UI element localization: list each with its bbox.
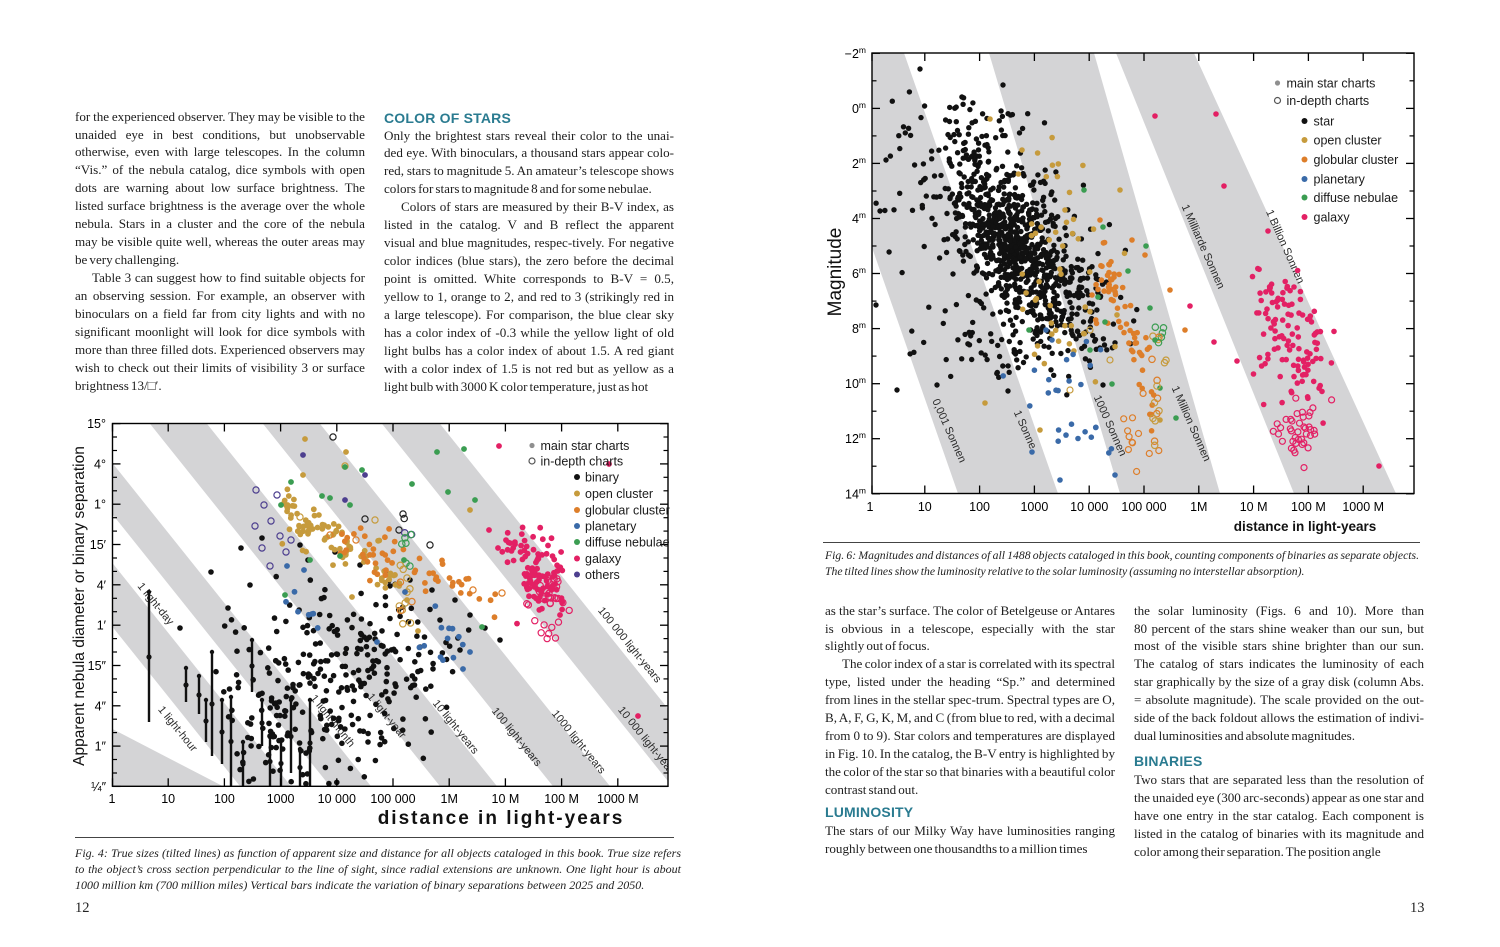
svg-text:15′: 15′ <box>90 538 107 552</box>
svg-text:galaxy: galaxy <box>585 552 622 566</box>
svg-text:main star charts: main star charts <box>1287 76 1376 90</box>
svg-text:1°: 1° <box>94 498 106 512</box>
svg-text:100: 100 <box>214 792 235 806</box>
svg-text:10: 10 <box>161 792 175 806</box>
svg-text:−2m: −2m <box>845 45 866 61</box>
svg-text:100 M: 100 M <box>1291 500 1326 514</box>
svg-text:open cluster: open cluster <box>585 487 653 501</box>
svg-text:1: 1 <box>867 500 874 514</box>
svg-text:100 M: 100 M <box>544 792 579 806</box>
svg-text:100 000: 100 000 <box>1121 500 1166 514</box>
svg-text:1′: 1′ <box>97 619 107 633</box>
svg-text:100: 100 <box>969 500 990 514</box>
svg-text:4′: 4′ <box>97 578 107 592</box>
svg-text:globular cluster: globular cluster <box>585 503 670 517</box>
svg-text:open cluster: open cluster <box>1314 133 1382 147</box>
svg-text:10 000: 10 000 <box>318 792 356 806</box>
svg-text:planetary: planetary <box>1314 172 1366 186</box>
svg-text:10m: 10m <box>845 375 866 391</box>
svg-text:diffuse nebulae: diffuse nebulae <box>1314 191 1399 205</box>
svg-text:1000: 1000 <box>1020 500 1048 514</box>
svg-text:0m: 0m <box>852 100 866 116</box>
svg-text:14m: 14m <box>845 485 866 501</box>
svg-text:galaxy: galaxy <box>1314 210 1351 224</box>
svg-text:4m: 4m <box>852 210 866 226</box>
svg-text:10 000: 10 000 <box>1070 500 1108 514</box>
svg-text:100 000: 100 000 <box>370 792 415 806</box>
svg-text:others: others <box>585 568 620 582</box>
svg-text:1M: 1M <box>441 792 458 806</box>
svg-text:12m: 12m <box>845 430 866 446</box>
svg-text:1000: 1000 <box>267 792 295 806</box>
svg-text:1: 1 <box>109 792 116 806</box>
svg-text:8m: 8m <box>852 320 866 336</box>
svg-text:in-depth charts: in-depth charts <box>1287 94 1370 108</box>
svg-text:1000 M: 1000 M <box>1342 500 1384 514</box>
svg-text:1M: 1M <box>1190 500 1207 514</box>
svg-text:Magnitude: Magnitude <box>825 228 846 317</box>
svg-text:in-depth charts: in-depth charts <box>541 454 624 468</box>
svg-text:10: 10 <box>918 500 932 514</box>
svg-text:4°: 4° <box>94 457 106 471</box>
svg-text:distance in light-years: distance in light-years <box>378 808 625 829</box>
svg-text:6m: 6m <box>852 265 866 281</box>
svg-text:diffuse nebulae: diffuse nebulae <box>585 535 670 549</box>
svg-text:1000 M: 1000 M <box>597 792 639 806</box>
svg-text:1″: 1″ <box>95 740 107 754</box>
svg-text:globular cluster: globular cluster <box>1314 153 1399 167</box>
svg-text:star: star <box>1314 114 1335 128</box>
svg-text:planetary: planetary <box>585 519 637 533</box>
svg-text:distance in light-years: distance in light-years <box>1234 519 1377 534</box>
svg-text:Apparent nebula diameter or bi: Apparent nebula diameter or binary separ… <box>71 446 88 766</box>
svg-text:15″: 15″ <box>88 659 107 673</box>
svg-text:10 M: 10 M <box>492 792 520 806</box>
svg-text:10 M: 10 M <box>1240 500 1268 514</box>
svg-text:2m: 2m <box>852 155 866 171</box>
svg-text:¼″: ¼″ <box>91 780 106 794</box>
svg-text:4″: 4″ <box>95 699 107 713</box>
svg-text:binary: binary <box>585 470 620 484</box>
svg-text:15°: 15° <box>87 417 106 431</box>
svg-text:main star charts: main star charts <box>541 439 630 453</box>
